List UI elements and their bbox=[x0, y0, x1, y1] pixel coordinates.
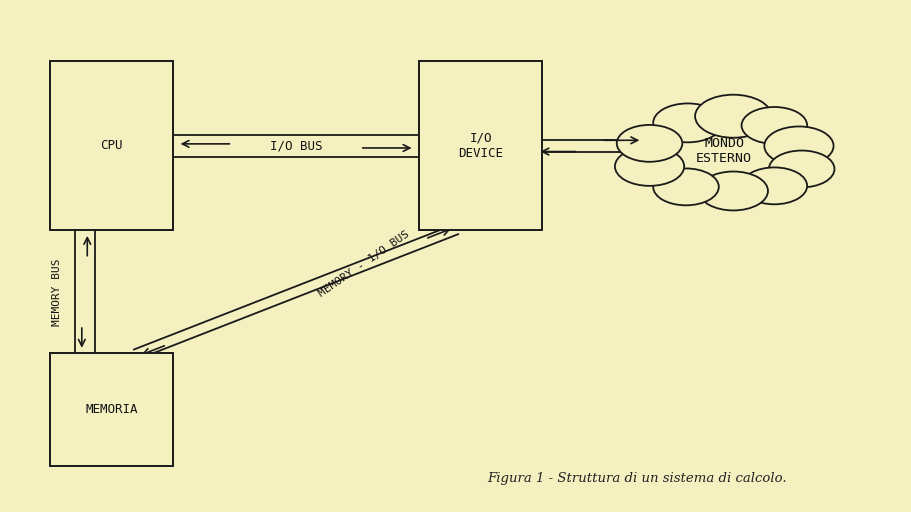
Circle shape bbox=[617, 125, 682, 162]
Circle shape bbox=[742, 107, 807, 144]
Text: MEMORY BUS: MEMORY BUS bbox=[52, 258, 62, 326]
Text: MONDO
ESTERNO: MONDO ESTERNO bbox=[696, 137, 752, 165]
Text: MEMORIA: MEMORIA bbox=[86, 403, 138, 416]
Circle shape bbox=[695, 95, 772, 138]
Text: I/O BUS: I/O BUS bbox=[270, 139, 322, 153]
Circle shape bbox=[699, 172, 768, 210]
FancyBboxPatch shape bbox=[50, 353, 173, 466]
Circle shape bbox=[653, 168, 719, 205]
Circle shape bbox=[764, 126, 834, 165]
Text: MEMORY - 1/O BUS: MEMORY - 1/O BUS bbox=[317, 229, 412, 298]
Circle shape bbox=[742, 167, 807, 204]
Circle shape bbox=[653, 103, 722, 142]
FancyBboxPatch shape bbox=[50, 61, 173, 230]
Circle shape bbox=[659, 114, 790, 188]
Circle shape bbox=[769, 151, 834, 187]
Circle shape bbox=[615, 147, 684, 186]
Text: CPU: CPU bbox=[100, 139, 123, 153]
Text: I/O
DEVICE: I/O DEVICE bbox=[458, 132, 503, 160]
FancyBboxPatch shape bbox=[419, 61, 542, 230]
Text: Figura 1 - Struttura di un sistema di calcolo.: Figura 1 - Struttura di un sistema di ca… bbox=[487, 472, 787, 485]
